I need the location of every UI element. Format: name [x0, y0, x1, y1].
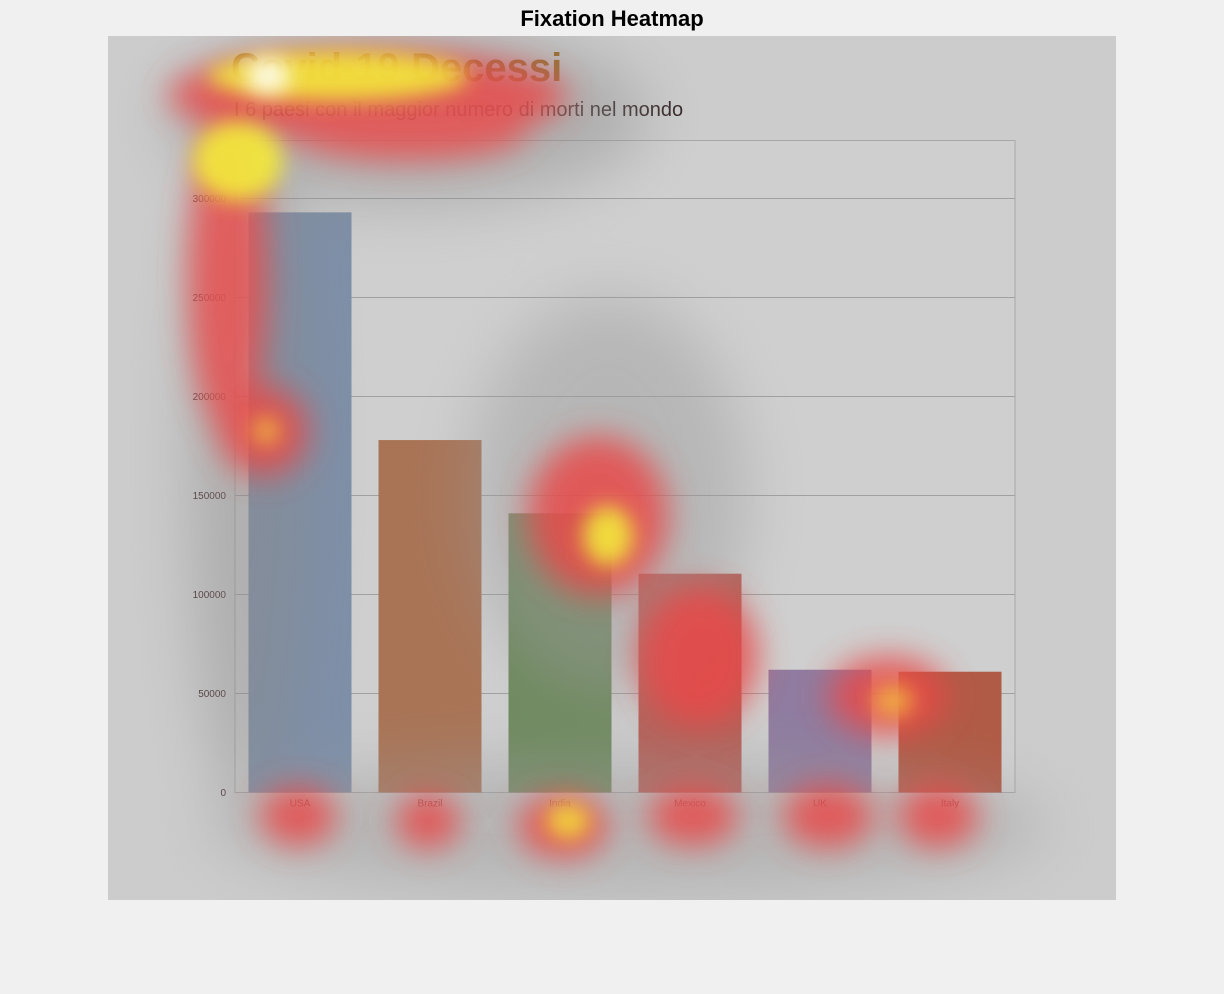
y-tick-label: 250000	[193, 293, 227, 304]
bar-brazil	[378, 440, 482, 793]
x-tick-label: Italy	[941, 799, 959, 810]
x-tick-label: Mexico	[674, 799, 706, 810]
x-tick-label: UK	[813, 799, 827, 810]
y-tick-label: 150000	[193, 491, 227, 502]
x-tick-label: India	[549, 799, 571, 810]
bar-usa	[248, 212, 352, 793]
y-tick-label: 0	[220, 788, 226, 799]
chart-title: Covid-19 Decessi	[231, 46, 563, 90]
x-tick-label: Brazil	[417, 799, 442, 810]
y-tick-label: 100000	[193, 590, 227, 601]
bar-uk	[768, 669, 872, 793]
y-tick-label: 50000	[198, 689, 226, 700]
bar-india	[508, 513, 612, 793]
plot-area	[234, 140, 1016, 793]
chart-subtitle: I 6 paesi con il maggior numero di morti…	[234, 99, 684, 121]
heatmap-stage: 0 50000 100000 150000 200000 250000 300000 USA…	[108, 36, 1116, 900]
bar-chart: 0 50000 100000 150000 200000 250000 300000 USA…	[193, 140, 1016, 810]
x-tick-label: USA	[290, 799, 311, 810]
page-title: Fixation Heatmap	[520, 6, 704, 31]
y-tick-labels: 0 50000 100000 150000 200000 250000 300000	[193, 194, 227, 799]
y-tick-label: 200000	[193, 392, 227, 403]
bar-italy	[898, 671, 1002, 793]
y-tick-label: 300000	[193, 194, 227, 205]
bar-mexico	[638, 573, 742, 793]
x-tick-labels: USA Brazil India Mexico UK Italy	[290, 799, 959, 810]
